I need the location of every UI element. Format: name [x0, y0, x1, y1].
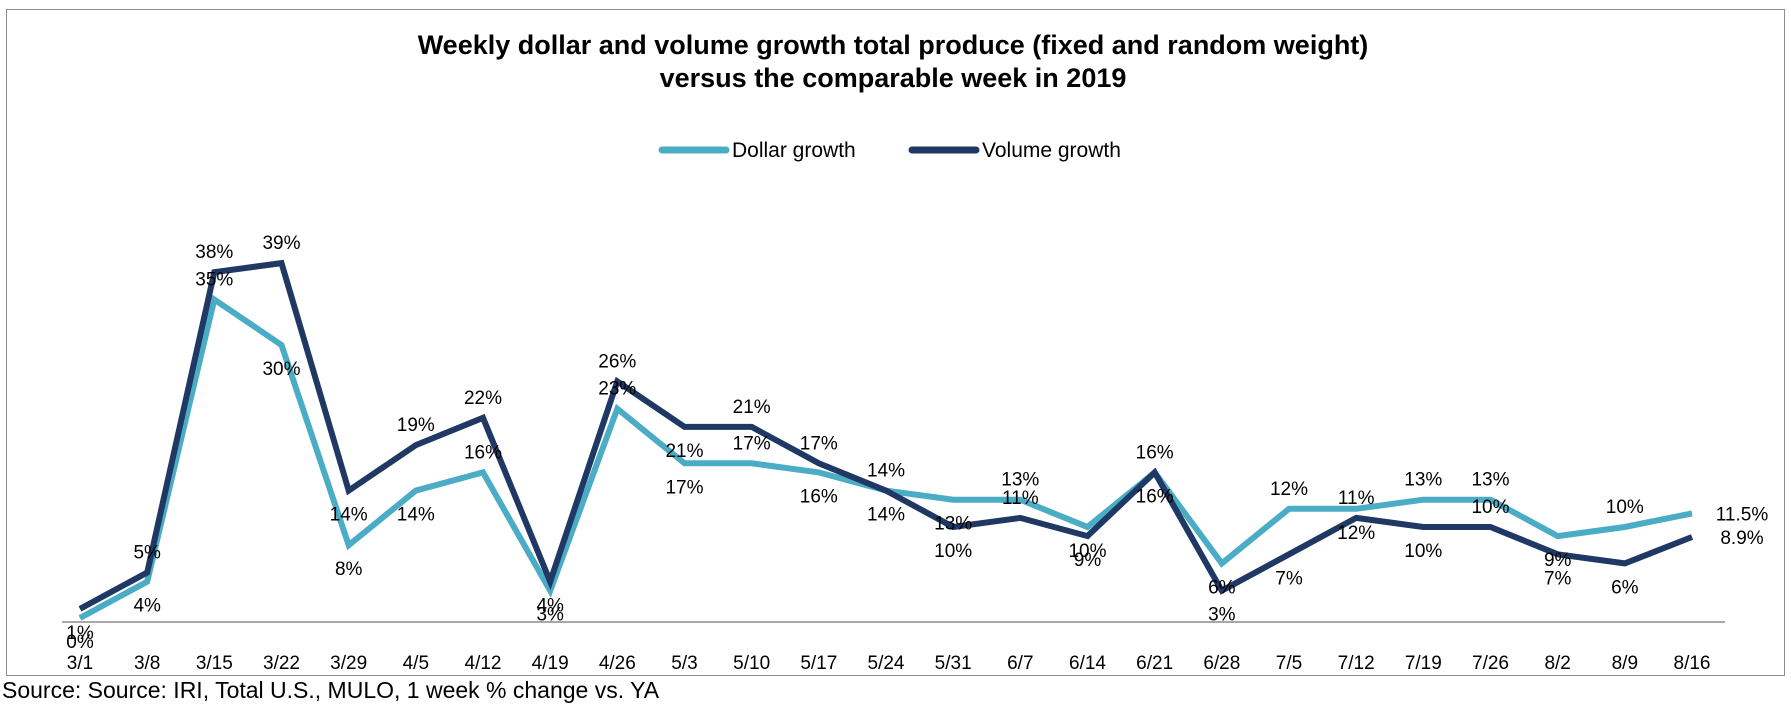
- volume-data-label: 38%: [195, 242, 233, 263]
- x-tick-label: 4/19: [532, 653, 569, 674]
- x-tick-label: 5/3: [671, 653, 697, 674]
- volume-data-label: 22%: [464, 388, 502, 409]
- x-tick-label: 8/9: [1612, 653, 1638, 674]
- dollar-data-label: 12%: [1270, 479, 1308, 500]
- dollar-data-label: 17%: [733, 433, 771, 454]
- dollar-data-label: 10%: [1068, 541, 1106, 562]
- volume-data-label: 10%: [934, 541, 972, 562]
- x-tick-label: 6/21: [1136, 653, 1173, 674]
- dollar-data-label: 14%: [397, 505, 435, 526]
- x-tick-label: 8/16: [1674, 653, 1711, 674]
- x-tick-label: 4/5: [403, 653, 429, 674]
- volume-data-label: 10%: [1471, 497, 1509, 518]
- dollar-data-label: 17%: [665, 477, 703, 498]
- volume-growth-line: [78, 259, 1694, 612]
- dollar-data-label: 13%: [1001, 470, 1039, 491]
- volume-data-label: 8.9%: [1720, 528, 1763, 549]
- volume-data-label: 21%: [665, 441, 703, 462]
- dollar-growth-line: [78, 294, 1693, 621]
- volume-data-label: 7%: [1275, 568, 1303, 589]
- x-tick-label: 7/26: [1472, 653, 1509, 674]
- volume-data-label: 14%: [867, 461, 905, 482]
- x-tick-label: 7/12: [1338, 653, 1375, 674]
- x-tick-label: 3/8: [134, 653, 160, 674]
- volume-data-label: 6%: [1611, 577, 1639, 598]
- dollar-data-label: 35%: [195, 270, 233, 291]
- source-note: Source: Source: IRI, Total U.S., MULO, 1…: [2, 677, 660, 703]
- x-tick-label: 3/15: [196, 653, 233, 674]
- dollar-data-label: 11.5%: [1716, 504, 1769, 525]
- x-tick-label: 3/22: [263, 653, 300, 674]
- volume-data-label: 17%: [800, 433, 838, 454]
- line-chart: Weekly dollar and volume growth total pr…: [62, 30, 1768, 674]
- dollar-data-label: 12%: [1337, 523, 1375, 544]
- chart-title-line-2: versus the comparable week in 2019: [660, 63, 1127, 93]
- dollar-data-label: 13%: [1471, 470, 1509, 491]
- volume-data-label: 11%: [1002, 488, 1039, 509]
- legend-label-volume: Volume growth: [982, 139, 1121, 162]
- dollar-data-label: 6%: [1208, 577, 1236, 598]
- x-tick-label: 6/28: [1203, 653, 1240, 674]
- dollar-data-label: 0%: [66, 632, 94, 653]
- legend: Dollar growth Volume growth: [658, 139, 1121, 162]
- volume-data-label: 26%: [598, 351, 636, 372]
- volume-data-label: 4%: [536, 596, 564, 617]
- chart-frame: [6, 9, 1785, 676]
- volume-data-label: 16%: [1136, 442, 1174, 463]
- x-tick-label: 7/5: [1276, 653, 1302, 674]
- x-tick-label: 8/2: [1544, 653, 1570, 674]
- dollar-data-label: 8%: [335, 559, 363, 580]
- volume-data-label: 19%: [397, 415, 435, 436]
- dollar-data-label: 16%: [800, 486, 838, 507]
- volume-data-label: 1%: [66, 623, 94, 644]
- chart-title-line-1: Weekly dollar and volume growth total pr…: [418, 30, 1369, 60]
- volume-data-label: 9%: [1074, 550, 1102, 571]
- volume-data-label: 14%: [330, 505, 368, 526]
- x-tick-label: 4/26: [599, 653, 636, 674]
- dollar-data-label: 14%: [867, 505, 905, 526]
- x-tick-label: 4/12: [465, 653, 502, 674]
- x-tick-label: 5/31: [935, 653, 972, 674]
- volume-data-label: 5%: [133, 543, 161, 564]
- data-labels: 0% 4% 35% 30% 8% 14% 16% 3% 23% 17% 17% 16% 14% 13% 13…: [66, 233, 1768, 653]
- dollar-data-label: 13%: [934, 514, 972, 535]
- volume-data-label: 3%: [1208, 605, 1236, 626]
- volume-data-label: 21%: [733, 397, 771, 418]
- x-tick-label: 6/7: [1007, 653, 1033, 674]
- series-lines: [78, 259, 1694, 621]
- x-tick-label: 3/1: [67, 653, 93, 674]
- dollar-data-label: 13%: [1404, 470, 1442, 491]
- dollar-data-label: 16%: [464, 442, 502, 463]
- volume-data-label: 7%: [1544, 568, 1572, 589]
- x-tick-label: 3/29: [330, 653, 367, 674]
- dollar-data-label: 3%: [536, 605, 564, 626]
- dollar-data-label: 10%: [1606, 497, 1644, 518]
- x-tick-label: 5/10: [733, 653, 770, 674]
- x-axis-ticks: 3/1 3/8 3/15 3/22 3/29 4/5 4/12 4/19 4/26 5/3 5/10…: [67, 653, 1711, 674]
- volume-data-label: 10%: [1404, 541, 1442, 562]
- dollar-data-label: 30%: [262, 359, 300, 380]
- x-tick-label: 6/14: [1069, 653, 1106, 674]
- dollar-data-label: 23%: [598, 379, 636, 400]
- x-tick-label: 7/19: [1405, 653, 1442, 674]
- x-tick-label: 5/24: [868, 653, 905, 674]
- dollar-data-label: 16%: [1136, 486, 1174, 507]
- x-tick-label: 5/17: [800, 653, 837, 674]
- volume-data-label: 39%: [262, 233, 300, 254]
- volume-data-label: 11%: [1338, 488, 1375, 509]
- dollar-data-label: 9%: [1544, 550, 1572, 571]
- dollar-data-label: 4%: [133, 596, 161, 617]
- legend-label-dollar: Dollar growth: [732, 139, 856, 162]
